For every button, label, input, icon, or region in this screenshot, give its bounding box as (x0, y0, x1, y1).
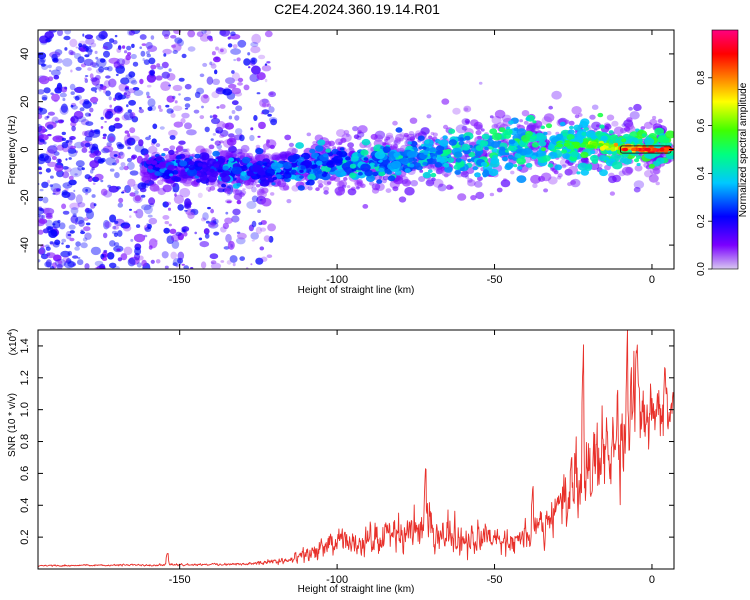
snr-y-multiplier-exp: 4 (7, 332, 14, 336)
snr-y-ticks: 0.2 0.4 0.6 0.8 1.0 1.2 1.4 (19, 338, 674, 545)
snr-y-tick-label: 1.2 (19, 370, 31, 385)
spectrogram-x-tick-label: -150 (169, 274, 191, 286)
snr-x-tick-label: 0 (649, 574, 655, 586)
snr-x-tick-label: -100 (326, 574, 348, 586)
spectrogram-y-tick-label: 20 (19, 96, 31, 108)
spectrogram-x-ticks: -150 -100 -50 0 (169, 30, 655, 286)
spectrogram-y-tick-label: -20 (19, 189, 31, 205)
spectrogram-y-ticks: -40 -20 0 20 40 (19, 48, 674, 253)
snr-y-tick-label: 1.0 (19, 402, 31, 417)
snr-y-multiplier-base: (x10 (8, 335, 19, 355)
spectrogram-image (38, 30, 674, 269)
snr-y-tick-label: 0.4 (19, 498, 31, 513)
snr-y-multiplier: (x104) (7, 329, 19, 356)
snr-y-tick-label: 0.2 (19, 529, 31, 544)
colorbar-tick-label: 0.2 (696, 214, 707, 228)
spectrogram-x-label: Height of straight line (km) (298, 285, 415, 296)
spectrogram-y-tick-label: 0 (19, 146, 31, 152)
spectrogram-y-tick-label: 40 (19, 48, 31, 60)
snr-series-line (38, 330, 674, 568)
colorbar-ticks: 0.0 0.2 0.4 0.6 0.8 (696, 70, 712, 276)
colorbar-tick-label: 0.6 (696, 118, 707, 132)
spectrogram-x-tick-label: 0 (649, 274, 655, 286)
colorbar-label: Normalized spectral amplitude (738, 82, 749, 217)
spectrogram-y-label: Frequency (Hz) (7, 116, 18, 185)
snr-x-ticks: -150 -100 -50 0 (169, 330, 655, 586)
snr-x-label: Height of straight line (km) (298, 584, 415, 595)
snr-x-tick-label: -50 (487, 574, 503, 586)
colorbar-tick-label: 0.4 (696, 166, 707, 180)
snr-background (38, 330, 674, 569)
snr-y-tick-label: 0.8 (19, 434, 31, 449)
spectrogram-panel: -150 -100 -50 0 -40 -20 0 20 40 Height of strai… (7, 29, 675, 296)
snr-x-tick-label: -150 (169, 574, 191, 586)
spectrogram-y-tick-label: -40 (19, 237, 31, 253)
spectrogram-x-tick-label: -100 (326, 274, 348, 286)
spectrogram-x-tick-label: -50 (487, 274, 503, 286)
snr-y-tick-label: 0.6 (19, 466, 31, 481)
colorbar-frame (711, 29, 739, 270)
colorbar-tick-label: 0.0 (696, 262, 707, 276)
snr-frame (37, 329, 675, 570)
snr-y-label: SNR (10 * v/v) (7, 393, 18, 457)
colorbar-gradient (712, 30, 738, 269)
svg-text:(x104): (x104) (7, 329, 19, 356)
colorbar-tick-label: 0.8 (696, 70, 707, 84)
snr-y-tick-label: 1.4 (19, 338, 31, 353)
colorbar: 0.0 0.2 0.4 0.6 0.8 Normalized spectral ampl… (696, 29, 749, 276)
snr-panel: -150 -100 -50 0 0.2 0.4 0.6 0.8 1.0 1.2 1.4 Heigh… (7, 329, 675, 595)
figure-title: C2E4.2024.360.19.14.R01 (274, 1, 440, 17)
